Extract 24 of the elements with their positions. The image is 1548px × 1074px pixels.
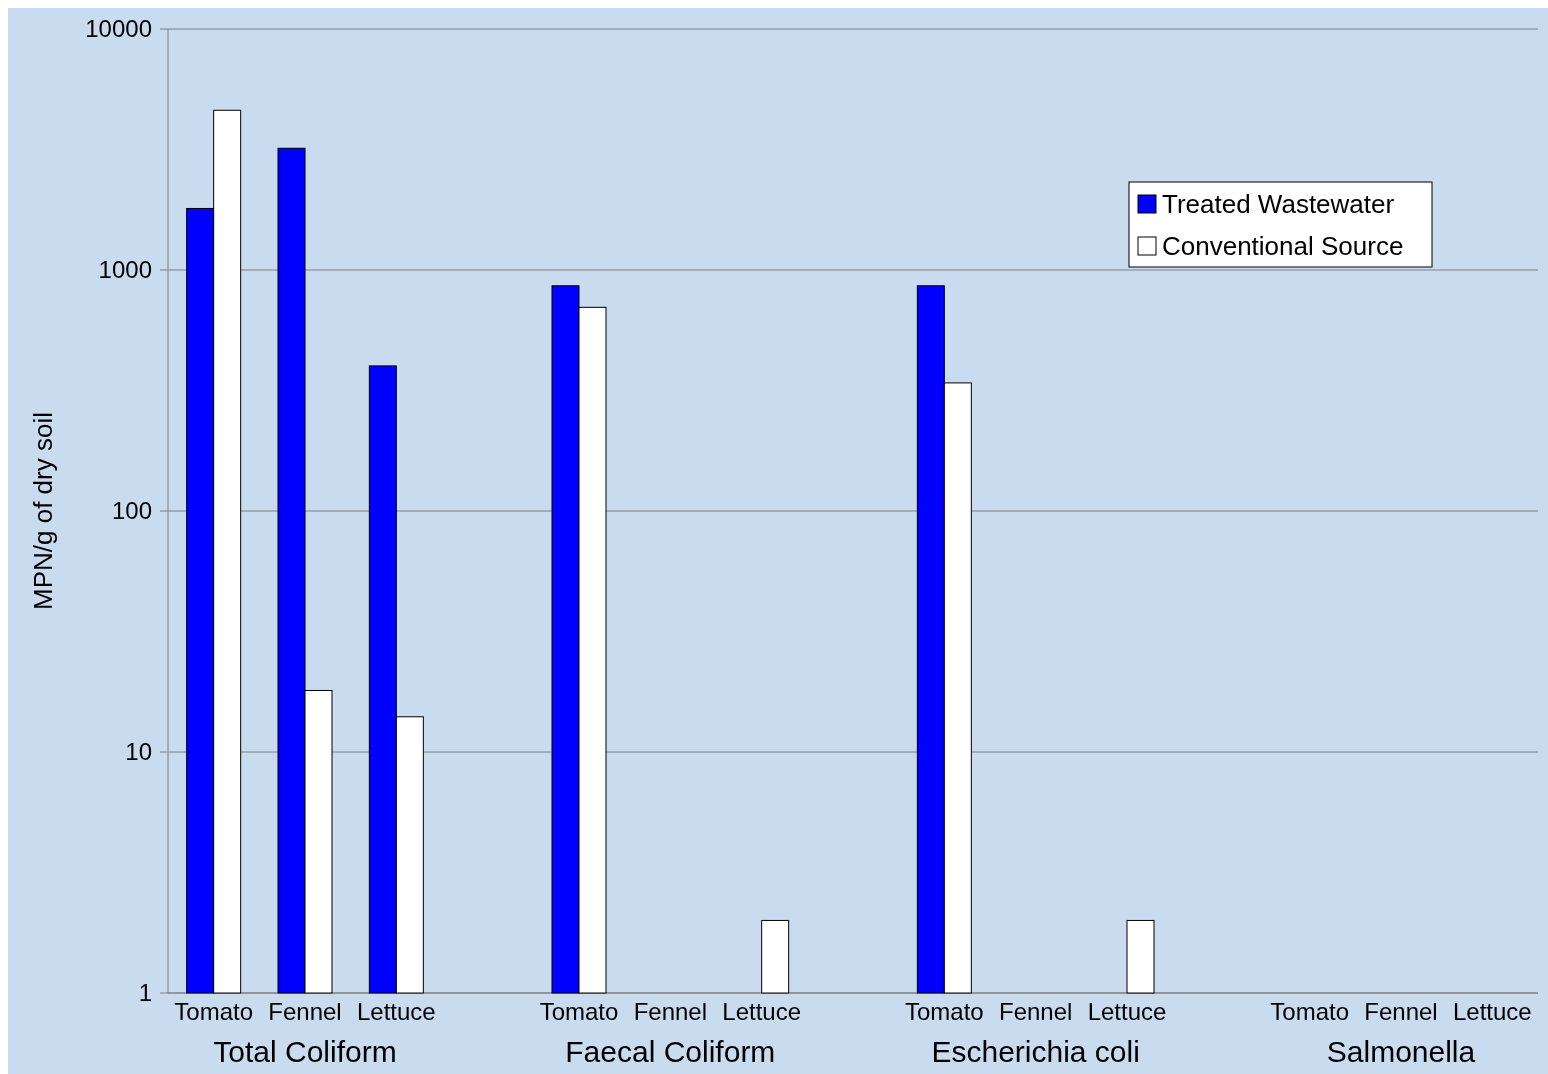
- x-tick-label: Lettuce: [722, 998, 802, 1026]
- x-tick-label: Tomato: [904, 998, 984, 1026]
- text: Salmonella: [1326, 1034, 1476, 1068]
- text: Total Coliform: [213, 1034, 397, 1068]
- x-tick-label: Fennel: [1364, 998, 1438, 1026]
- x-tick-label: Lettuce: [1087, 998, 1167, 1026]
- y-axis-title: MPN/g of dry soil: [28, 412, 58, 610]
- text: Escherichia coli: [931, 1034, 1140, 1068]
- x-tick-label: Tomato: [1270, 998, 1350, 1026]
- x-tick-label: Tomato: [174, 998, 254, 1026]
- x-tick-label: Lettuce: [356, 998, 436, 1026]
- y-tick-label: 100: [111, 497, 152, 525]
- x-tick-label: Fennel: [633, 998, 708, 1026]
- y-tick-label: 10: [125, 738, 152, 766]
- y-tick-label: 1: [138, 979, 152, 1007]
- x-tick-label: Fennel: [268, 998, 342, 1026]
- x-tick-label: Fennel: [998, 998, 1073, 1026]
- legend-label: Conventional Source: [1162, 231, 1404, 262]
- x-tick-label: Tomato: [539, 998, 619, 1026]
- text: Faecal Coliform: [565, 1034, 776, 1068]
- x-tick-label: Lettuce: [1452, 998, 1532, 1026]
- y-tick-label: 1000: [98, 256, 152, 284]
- y-tick-label: 10000: [85, 15, 152, 43]
- legend-label: Treated Wastewater: [1162, 189, 1395, 220]
